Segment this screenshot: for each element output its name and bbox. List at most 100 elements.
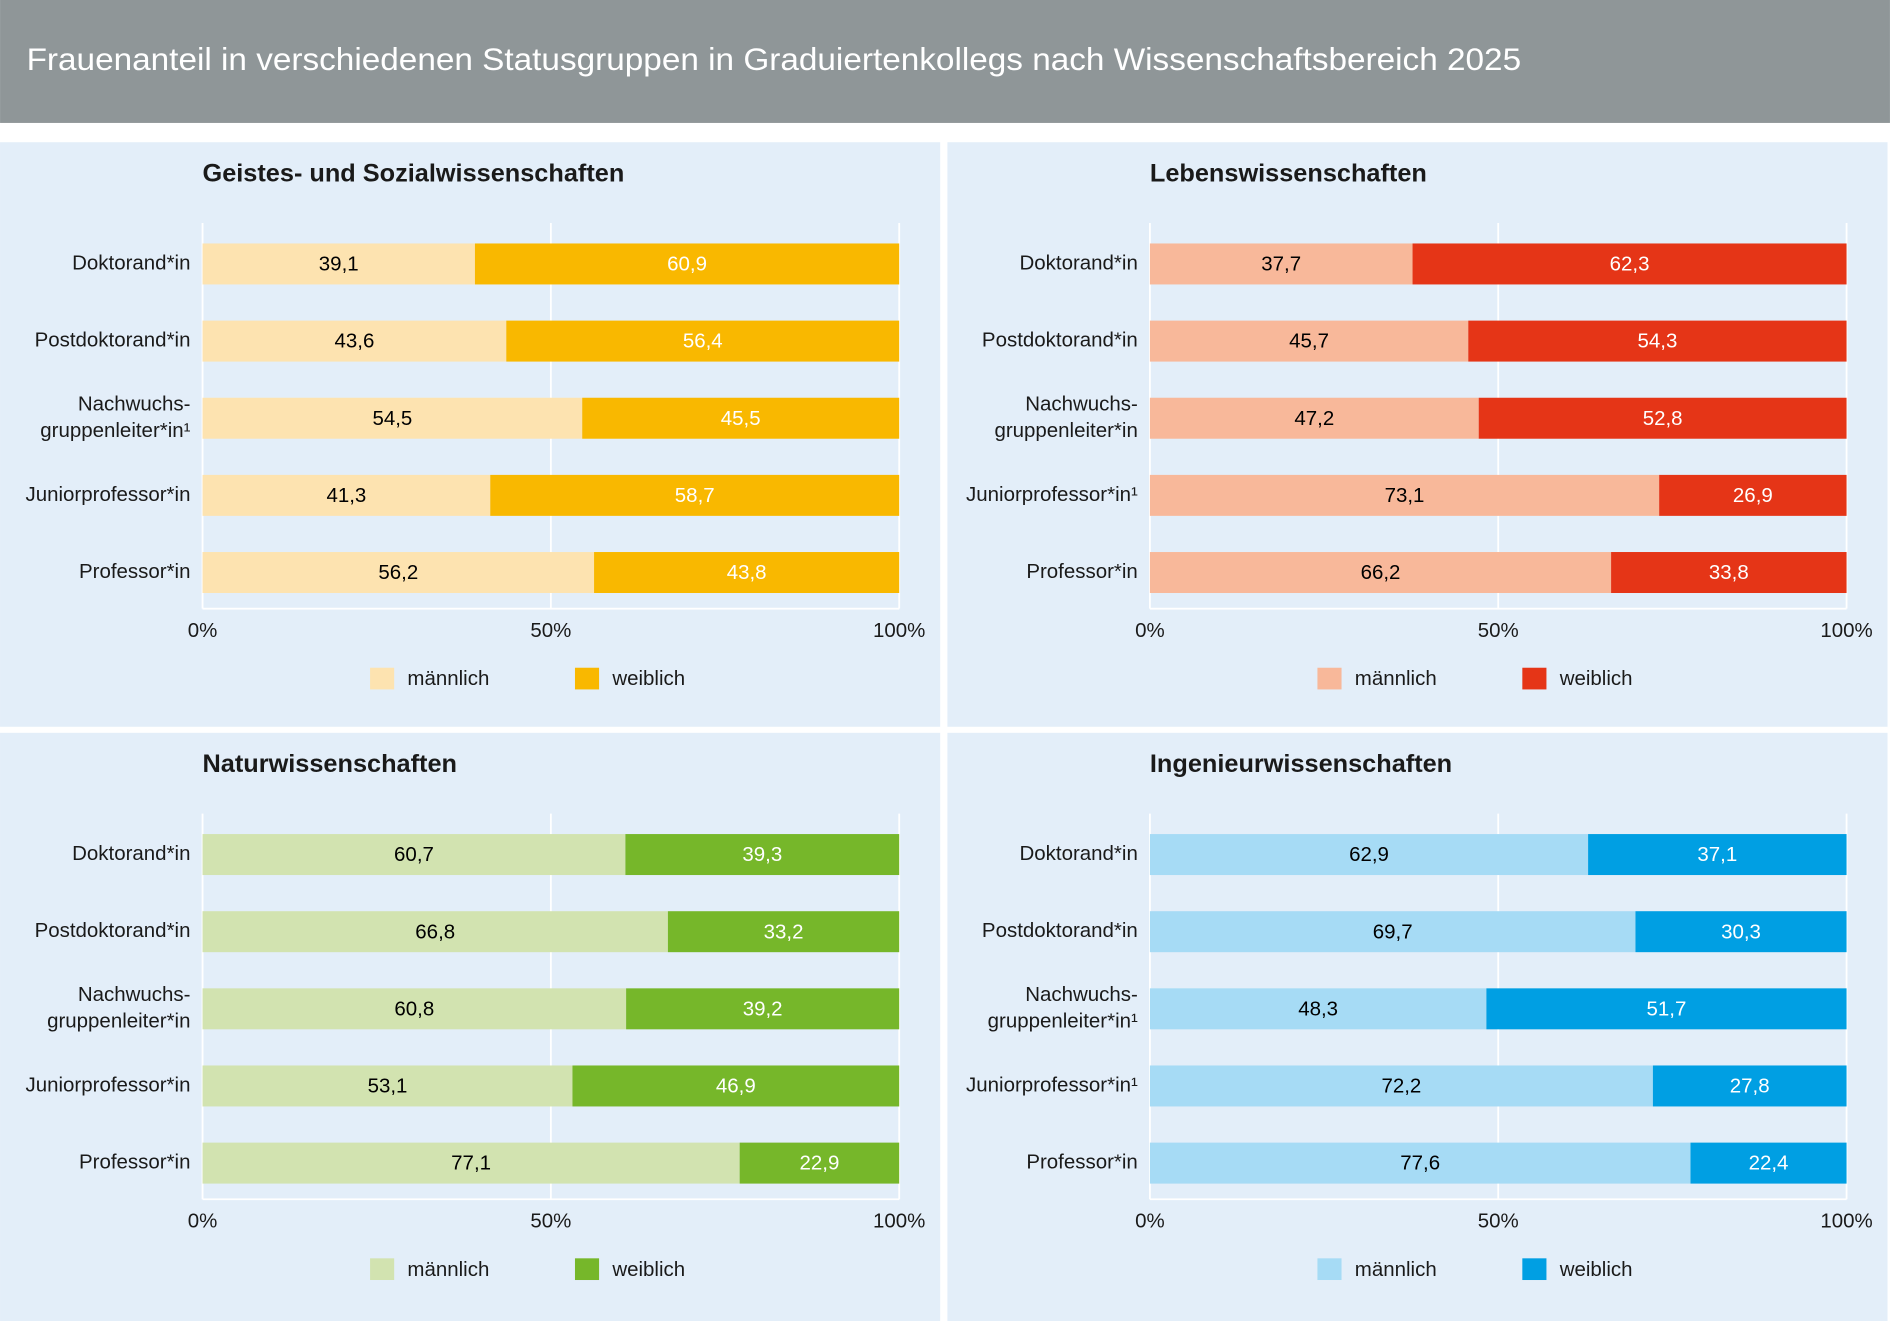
value-label: 27,8 bbox=[1730, 1075, 1770, 1098]
value-label: 60,8 bbox=[394, 997, 434, 1020]
value-label: 37,1 bbox=[1697, 843, 1737, 866]
legend-label: weiblich bbox=[611, 667, 685, 690]
y-tick-label: Postdoktorand*in bbox=[35, 329, 191, 352]
legend-swatch bbox=[1522, 667, 1547, 690]
legend-swatch bbox=[1522, 1258, 1547, 1281]
value-label: 33,2 bbox=[764, 920, 804, 943]
value-label: 43,8 bbox=[727, 561, 767, 584]
x-tick-label: 0% bbox=[188, 619, 218, 642]
bar-segment bbox=[202, 243, 475, 285]
bar-segment bbox=[1412, 243, 1847, 285]
x-tick-label: 100% bbox=[873, 1210, 925, 1233]
value-label: 62,3 bbox=[1610, 253, 1650, 276]
value-label: 26,9 bbox=[1733, 484, 1773, 507]
value-label: 39,2 bbox=[743, 997, 783, 1020]
bar-segment bbox=[594, 552, 900, 594]
y-tick-label: Professor*in bbox=[79, 1151, 191, 1174]
x-tick-label: 0% bbox=[1135, 1210, 1165, 1233]
bar-segment bbox=[1149, 320, 1469, 362]
y-tick-label: gruppenleiter*in¹ bbox=[40, 419, 190, 442]
bar-segment bbox=[1149, 243, 1413, 285]
value-label: 45,5 bbox=[721, 407, 761, 430]
y-tick-label: Nachwuchs- bbox=[1025, 983, 1138, 1006]
bar-segment bbox=[1149, 988, 1487, 1030]
x-tick-label: 100% bbox=[1820, 1210, 1872, 1233]
value-label: 60,7 bbox=[394, 843, 434, 866]
legend-label: männlich bbox=[407, 1258, 489, 1281]
bar-segment bbox=[202, 988, 627, 1030]
value-label: 41,3 bbox=[326, 484, 366, 507]
y-tick-label: Professor*in bbox=[1026, 1151, 1138, 1174]
y-tick-label: Nachwuchs- bbox=[78, 392, 191, 415]
y-tick-label: Juniorprofessor*in bbox=[26, 1073, 191, 1096]
value-label: 30,3 bbox=[1721, 920, 1761, 943]
value-label: 22,4 bbox=[1749, 1152, 1789, 1175]
x-tick-label: 50% bbox=[530, 1210, 571, 1233]
bar-segment bbox=[1611, 552, 1847, 594]
y-tick-label: Juniorprofessor*in¹ bbox=[966, 1073, 1138, 1096]
value-label: 45,7 bbox=[1289, 330, 1329, 353]
bar-segment bbox=[490, 474, 900, 516]
y-tick-label: gruppenleiter*in bbox=[47, 1009, 190, 1032]
bar-segment bbox=[1690, 1142, 1847, 1184]
y-tick-label: Doktorand*in bbox=[1020, 842, 1138, 865]
value-label: 77,6 bbox=[1400, 1152, 1440, 1175]
chart-title: Naturwissenschaften bbox=[203, 750, 457, 778]
legend-label: weiblich bbox=[1559, 667, 1633, 690]
value-label: 53,1 bbox=[368, 1075, 408, 1098]
y-tick-label: Doktorand*in bbox=[72, 251, 190, 274]
legend-swatch bbox=[574, 1258, 600, 1281]
value-label: 39,1 bbox=[319, 253, 359, 276]
bar-segment bbox=[1486, 988, 1847, 1030]
legend-swatch bbox=[1317, 1258, 1342, 1281]
bar-segment bbox=[1588, 834, 1847, 876]
value-label: 66,2 bbox=[1361, 561, 1401, 584]
y-tick-label: Nachwuchs- bbox=[1025, 392, 1138, 415]
x-tick-label: 50% bbox=[1478, 619, 1519, 642]
bar-segment bbox=[1149, 911, 1636, 953]
chart-title: Lebenswissenschaften bbox=[1150, 159, 1427, 187]
y-tick-label: Doktorand*in bbox=[72, 842, 190, 865]
bar-segment bbox=[1149, 474, 1660, 516]
bar-segment bbox=[572, 1065, 900, 1107]
bar-segment bbox=[739, 1142, 900, 1184]
y-tick-label: gruppenleiter*in bbox=[994, 419, 1137, 442]
bar-segment bbox=[625, 834, 900, 876]
bar-segment bbox=[1652, 1065, 1847, 1107]
y-tick-label: Professor*in bbox=[1026, 560, 1138, 583]
x-tick-label: 100% bbox=[873, 619, 925, 642]
bar-segment bbox=[202, 834, 626, 876]
legend-label: weiblich bbox=[611, 1258, 685, 1281]
x-tick-label: 100% bbox=[1820, 619, 1872, 642]
y-tick-label: Nachwuchs- bbox=[78, 983, 191, 1006]
bar-segment bbox=[582, 397, 900, 439]
bar-segment bbox=[1468, 320, 1847, 362]
y-tick-label: Postdoktorand*in bbox=[982, 329, 1138, 352]
value-label: 37,7 bbox=[1261, 253, 1301, 276]
value-label: 54,3 bbox=[1637, 330, 1677, 353]
x-tick-label: 50% bbox=[530, 619, 571, 642]
value-label: 48,3 bbox=[1298, 997, 1338, 1020]
value-label: 51,7 bbox=[1647, 997, 1687, 1020]
value-label: 72,2 bbox=[1381, 1075, 1421, 1098]
header-bar bbox=[0, 0, 1890, 123]
value-label: 22,9 bbox=[800, 1152, 840, 1175]
value-label: 60,9 bbox=[667, 253, 707, 276]
value-label: 66,8 bbox=[415, 920, 455, 943]
value-label: 47,2 bbox=[1294, 407, 1334, 430]
value-label: 56,4 bbox=[683, 330, 723, 353]
y-tick-label: Postdoktorand*in bbox=[35, 919, 191, 942]
legend-label: männlich bbox=[407, 667, 489, 690]
bar-segment bbox=[1149, 834, 1589, 876]
bar-segment bbox=[202, 552, 595, 594]
y-tick-label: Postdoktorand*in bbox=[982, 919, 1138, 942]
bar-segment bbox=[1635, 911, 1847, 953]
x-tick-label: 0% bbox=[1135, 619, 1165, 642]
legend-label: männlich bbox=[1355, 667, 1437, 690]
value-label: 77,1 bbox=[451, 1152, 491, 1175]
value-label: 33,8 bbox=[1709, 561, 1749, 584]
bar-segment bbox=[202, 474, 491, 516]
bar-segment bbox=[202, 397, 583, 439]
bar-segment bbox=[202, 320, 507, 362]
